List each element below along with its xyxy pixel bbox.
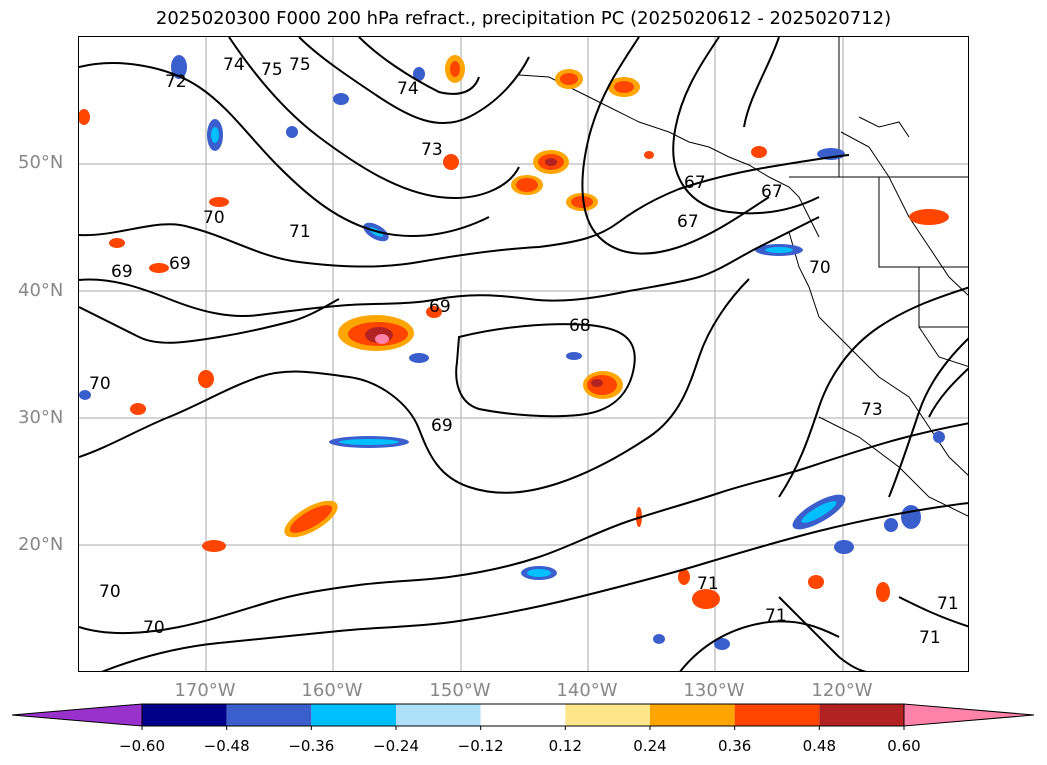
colorbar-tick-label: −0.36 — [288, 737, 335, 755]
contour-label: 68 — [569, 316, 591, 336]
contour-label: 71 — [765, 606, 787, 626]
contour-label: 69 — [431, 416, 453, 436]
refractivity-contours — [79, 37, 968, 671]
contour-label: 73 — [861, 400, 883, 420]
contour-label: 73 — [421, 140, 443, 160]
contour-label: 69 — [429, 297, 451, 317]
lon-label-170w: 170°W — [174, 680, 236, 701]
contour-label: 67 — [761, 182, 783, 202]
coastlines — [518, 37, 968, 517]
contour-label: 70 — [89, 374, 111, 394]
contour-label: 70 — [99, 582, 121, 602]
precip-positive — [79, 55, 949, 609]
colorbar-cell — [650, 704, 735, 726]
contour-label: 67 — [684, 173, 706, 193]
contour-label: 75 — [261, 60, 283, 80]
colorbar-tick-label: −0.60 — [119, 737, 165, 755]
contour-label: 74 — [397, 79, 419, 99]
colorbar-cell — [142, 704, 227, 726]
colorbar-tick-label: 0.12 — [548, 737, 583, 755]
contour-label: 69 — [111, 262, 133, 282]
colorbar-cell — [734, 704, 820, 726]
colorbar-extend-max — [903, 703, 1035, 727]
contour-label: 72 — [165, 72, 187, 92]
contour-label: 71 — [919, 628, 941, 648]
contour-label: 75 — [289, 55, 311, 75]
colorbar-tick-label: 0.36 — [717, 737, 752, 755]
colorbar-tick-label: 0.60 — [887, 737, 921, 755]
lon-label-150w: 150°W — [429, 680, 491, 701]
lon-label-120w: 120°W — [811, 680, 873, 701]
colorbar-tick-marks — [141, 726, 905, 730]
contour-label: 70 — [809, 258, 831, 278]
lon-label-130w: 130°W — [683, 680, 745, 701]
contour-label: 71 — [289, 222, 311, 242]
colorbar-cell — [226, 704, 312, 726]
lat-label-30n: 30°N — [18, 407, 64, 428]
colorbar-tick-label: −0.24 — [373, 737, 419, 755]
map-panel: 75 75 74 74 72 73 70 71 69 69 69 68 67 6… — [78, 36, 969, 672]
colorbar-cell — [565, 704, 650, 726]
colorbar-border — [141, 703, 905, 727]
colorbar-extend-min — [11, 703, 143, 727]
graticule — [79, 37, 968, 671]
contour-label: 71 — [937, 594, 959, 614]
colorbar-cell — [819, 704, 904, 726]
lat-label-40n: 40°N — [18, 280, 64, 301]
colorbar-cell — [396, 704, 481, 726]
lon-label-160w: 160°W — [301, 680, 363, 701]
colorbar-cells — [11, 703, 1035, 727]
contour-label: 69 — [169, 254, 191, 274]
contour-label: 70 — [143, 618, 165, 638]
contour-label: 67 — [677, 212, 699, 232]
precip-negative — [79, 55, 945, 650]
lon-label-140w: 140°W — [556, 680, 618, 701]
contour-labels: 75 75 74 74 72 73 70 71 69 69 69 68 67 6… — [89, 55, 959, 648]
contour-label: 74 — [223, 55, 245, 75]
colorbar-cell — [311, 704, 396, 726]
colorbar-tick-label: −0.48 — [203, 737, 250, 755]
contour-label: 70 — [203, 208, 225, 228]
lat-label-20n: 20°N — [18, 534, 64, 555]
map-title: 2025020300 F000 200 hPa refract., precip… — [155, 8, 892, 29]
precip-shading — [79, 55, 949, 650]
colorbar-tick-label: 0.24 — [633, 737, 667, 755]
colorbar-cell — [480, 704, 566, 726]
map-canvas: 75 75 74 74 72 73 70 71 69 69 69 68 67 6… — [79, 37, 968, 671]
colorbar-tick-label: 0.48 — [802, 737, 837, 755]
lat-label-50n: 50°N — [18, 152, 64, 173]
colorbar-tick-label: −0.12 — [457, 737, 504, 755]
contour-label: 71 — [697, 574, 719, 594]
